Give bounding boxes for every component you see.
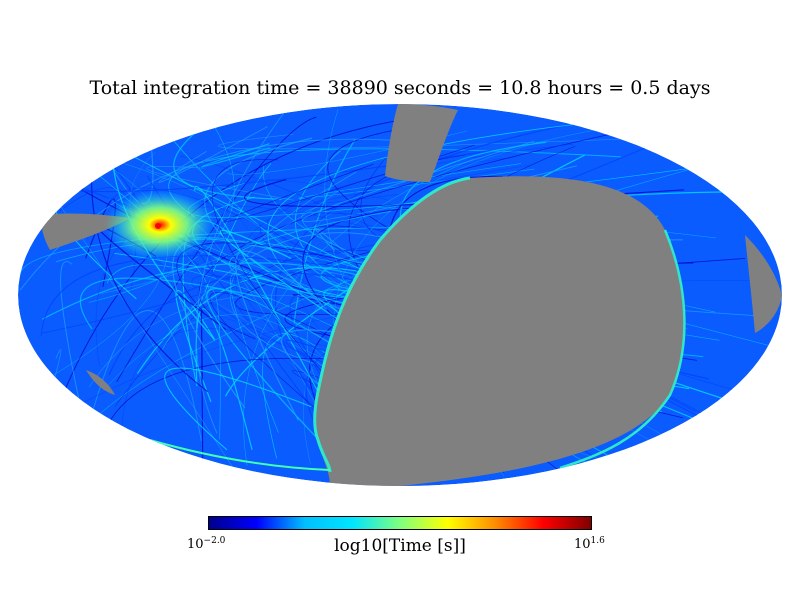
scan-streak: [164, 367, 312, 451]
scan-streak: [230, 171, 382, 381]
colorbar: [208, 516, 592, 530]
scan-arc-bright-bottom: [149, 439, 331, 471]
colorbar-label: log10[Time [s]]: [334, 536, 466, 556]
unobserved-region-right: [745, 235, 782, 333]
scan-streak: [194, 185, 344, 440]
scan-streak: [195, 111, 285, 434]
colorbar-max-label: 101.6: [574, 536, 605, 552]
scan-streak: [292, 138, 356, 328]
scan-streak: [201, 143, 271, 168]
scan-streak: [230, 273, 282, 433]
scan-streak: [146, 166, 294, 201]
unobserved-region-large: [314, 176, 685, 486]
scan-streak: [235, 250, 328, 421]
scan-streak: [19, 138, 394, 291]
plot-title: Total integration time = 38890 seconds =…: [89, 77, 711, 99]
scan-streak: [274, 124, 569, 441]
scan-streak: [204, 289, 221, 440]
scan-streak: [80, 310, 202, 458]
scan-streak: [79, 277, 270, 330]
scan-streak: [146, 175, 347, 456]
scan-streak: [59, 187, 137, 293]
scan-arc-bright: [313, 176, 471, 473]
scan-streak: [88, 106, 235, 303]
scan-streak: [196, 163, 272, 314]
scan-streak: [217, 133, 690, 150]
unobserved-region-bottom-left: [86, 370, 115, 395]
colorbar-min-label: 10−2.0: [187, 536, 226, 552]
scan-arc-bright-right: [559, 229, 686, 470]
unobserved-region-top: [385, 104, 458, 182]
scan-streak: [116, 116, 317, 383]
scan-streak: [200, 308, 204, 466]
scan-streak: [198, 111, 715, 340]
scan-streak: [223, 144, 475, 223]
